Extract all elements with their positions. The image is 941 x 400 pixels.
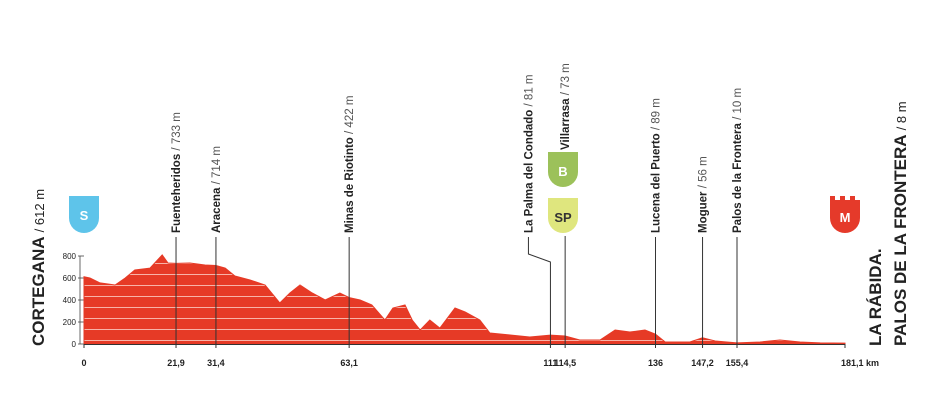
x-tick-label: 147,2 [691, 358, 714, 368]
waypoint-name: Villarrasa [560, 98, 572, 150]
waypoint-name: Fuenteheridos [171, 154, 183, 233]
climb-badge: B [548, 152, 578, 187]
y-tick-label: 600 [63, 274, 77, 283]
waypoint-detail: / 81 m [523, 75, 535, 107]
start-label: CORTEGANA / 612 m [29, 189, 48, 346]
waypoint-detail: / 89 m [650, 98, 662, 130]
x-tick-label: 114,5 [554, 358, 576, 368]
x-tick-label: 111 [543, 358, 557, 368]
waypoint-label: Villarrasa / 73 m [560, 63, 572, 150]
waypoint-detail: / 10 m [732, 88, 744, 120]
start-detail: / 612 m [32, 189, 47, 232]
waypoint-detail: / 422 m [344, 96, 356, 134]
badge-text: M [840, 210, 851, 225]
finish-badge: M [830, 196, 860, 233]
sprint-badge: SP [548, 198, 578, 233]
profile-area [83, 254, 846, 345]
finish-label: PALOS DE LA FRONTERA / 8 m [891, 101, 910, 346]
badge-text: B [558, 164, 567, 179]
waypoint-name: Palos de la Frontera [732, 122, 744, 233]
waypoint-detail: / 73 m [560, 63, 572, 95]
waypoint-label: Palos de la Frontera / 10 m [732, 88, 744, 233]
y-tick-label: 200 [63, 318, 77, 327]
x-tick-label: 181,1 km [841, 358, 879, 368]
finish-detail: / 8 m [894, 101, 909, 130]
waypoint-name: La Palma del Condado [523, 110, 535, 233]
badge-text: S [80, 208, 89, 223]
waypoint-label: Lucena del Puerto / 89 m [650, 98, 662, 233]
waypoint-name: Moguer [698, 191, 710, 233]
waypoint-label: Aracena / 714 m [211, 146, 223, 233]
badge-text: SP [554, 210, 572, 225]
finish-label: LA RÁBIDA. [866, 248, 885, 346]
x-tick-label: 63,1 [340, 358, 358, 368]
waypoint-detail: / 733 m [171, 112, 183, 150]
waypoint-label: Fuenteheridos / 733 m [171, 112, 183, 233]
x-tick-label: 136 [648, 358, 663, 368]
waypoint-line [527, 237, 551, 344]
waypoint-name: Aracena [211, 187, 223, 233]
waypoint-label: Moguer / 56 m [698, 156, 710, 233]
finish-name: PALOS DE LA FRONTERA [891, 135, 910, 346]
waypoint-name: Minas de Riotinto [344, 137, 356, 233]
waypoint-label: Minas de Riotinto / 422 m [344, 96, 356, 233]
start-badge: S [69, 196, 99, 233]
waypoint-label: La Palma del Condado / 81 m [523, 75, 535, 234]
waypoint-name: Lucena del Puerto [650, 133, 662, 233]
y-tick-label: 800 [63, 252, 77, 261]
y-tick-label: 400 [63, 296, 77, 305]
x-tick-label: 0 [81, 358, 86, 368]
x-tick-label: 31,4 [207, 358, 225, 368]
y-tick-label: 0 [72, 340, 77, 349]
waypoint-detail: / 56 m [698, 156, 710, 188]
x-tick-label: 21,9 [167, 358, 185, 368]
x-tick-label: 155,4 [726, 358, 749, 368]
waypoint-detail: / 714 m [211, 146, 223, 184]
start-name: CORTEGANA [29, 237, 48, 346]
